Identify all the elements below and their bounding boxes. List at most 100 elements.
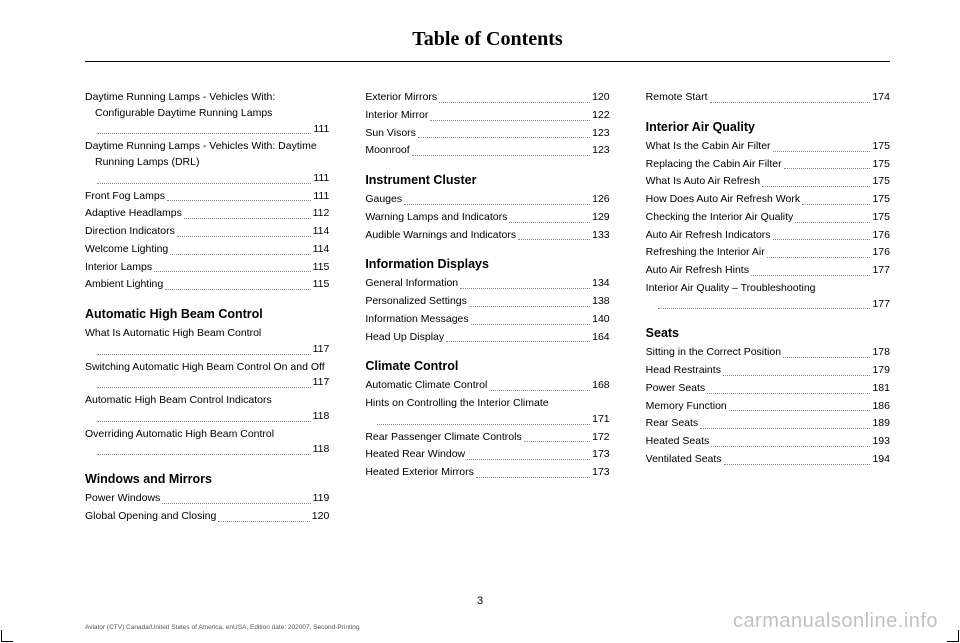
toc-leader (802, 204, 870, 205)
toc-page: 181 (872, 381, 890, 397)
toc-page: 111 (313, 189, 329, 205)
toc-leader (439, 102, 590, 103)
toc-leader (710, 102, 871, 103)
toc-page: 168 (592, 378, 610, 394)
toc-label: Sun Visors (365, 126, 416, 142)
toc-leader (773, 151, 871, 152)
toc-entry: Auto Air Refresh Hints177 (646, 263, 890, 279)
toc-page: 138 (592, 294, 610, 310)
toc-entry: Adaptive Headlamps112 (85, 206, 329, 222)
toc-entry: Front Fog Lamps111 (85, 189, 329, 205)
toc-label: Interior Air Quality – Troubleshooting (646, 281, 890, 297)
toc-leader (707, 393, 870, 394)
toc-leader (795, 222, 870, 223)
toc-page: 172 (592, 430, 610, 446)
toc-leader (167, 200, 311, 201)
toc-entry: Memory Function 186 (646, 399, 890, 415)
toc-page: 194 (872, 452, 890, 468)
toc-entry: Head Restraints179 (646, 363, 890, 379)
toc-leader (404, 204, 590, 205)
toc-page: 114 (313, 224, 330, 240)
toc-label: What Is the Cabin Air Filter (646, 139, 771, 155)
toc-label: Gauges (365, 192, 402, 208)
toc-entry: Switching Automatic High Beam Control On… (85, 360, 329, 392)
toc-leader (97, 421, 311, 422)
toc-entry: Sitting in the Correct Position178 (646, 345, 890, 361)
toc-label: Replacing the Cabin Air Filter (646, 157, 782, 173)
toc-page: 164 (592, 330, 610, 346)
toc-label: Auto Air Refresh Hints (646, 263, 749, 279)
toc-leader (97, 454, 311, 455)
toc-leader (509, 222, 590, 223)
toc-entry: Personalized Settings138 (365, 294, 609, 310)
toc-leader (97, 133, 311, 134)
toc-column: Exterior Mirrors120Interior Mirror122Sun… (365, 90, 609, 527)
toc-label: Interior Mirror (365, 108, 428, 124)
toc-entry: What Is Auto Air Refresh175 (646, 174, 890, 190)
toc-label: Daytime Running Lamps - Vehicles With: D… (85, 139, 329, 171)
toc-leader (724, 464, 871, 465)
toc-entry: Ventilated Seats194 (646, 452, 890, 468)
toc-page: 171 (592, 412, 610, 428)
toc-page: 117 (313, 342, 330, 358)
toc-label: Sitting in the Correct Position (646, 345, 781, 361)
toc-entry: Global Opening and Closing120 (85, 509, 329, 525)
toc-leader (162, 503, 310, 504)
toc-label: Head Up Display (365, 330, 444, 346)
toc-entry: Interior Mirror122 (365, 108, 609, 124)
footer-text: Aviator (CTV) Canada/United States of Am… (85, 624, 359, 631)
toc-leader (524, 441, 590, 442)
toc-entry: How Does Auto Air Refresh Work175 (646, 192, 890, 208)
toc-entry: Replacing the Cabin Air Filter175 (646, 157, 890, 173)
toc-page: 117 (313, 375, 330, 391)
toc-entry: Moonroof123 (365, 143, 609, 159)
toc-page: 111 (313, 122, 329, 138)
toc-label: Daytime Running Lamps - Vehicles With: C… (85, 90, 329, 122)
toc-page: 126 (592, 192, 610, 208)
toc-label: Audible Warnings and Indicators (365, 228, 516, 244)
toc-page: 193 (872, 434, 890, 450)
toc-entry: Overriding Automatic High Beam Control11… (85, 427, 329, 459)
toc-entry: Daytime Running Lamps - Vehicles With: C… (85, 90, 329, 137)
toc-entry: Auto Air Refresh Indicators176 (646, 228, 890, 244)
toc-page: 129 (592, 210, 610, 226)
toc-leader (476, 477, 590, 478)
toc-column: Remote Start174Interior Air QualityWhat … (646, 90, 890, 527)
toc-entry: Automatic High Beam Control Indicators11… (85, 393, 329, 425)
crop-mark (947, 630, 959, 642)
toc-leader (658, 308, 871, 309)
toc-entry: Checking the Interior Air Quality175 (646, 210, 890, 226)
toc-page: 173 (592, 465, 610, 481)
toc-leader (729, 410, 871, 411)
toc-page: 186 (872, 399, 890, 415)
toc-label: Rear Passenger Climate Controls (365, 430, 521, 446)
toc-entry: Warning Lamps and Indicators129 (365, 210, 609, 226)
toc-page: 175 (872, 210, 890, 226)
crop-mark (1, 630, 13, 642)
toc-page: 175 (872, 192, 890, 208)
page-number: 3 (0, 595, 960, 607)
toc-page: 179 (872, 363, 890, 379)
toc-page: 120 (592, 90, 610, 106)
toc-leader (467, 459, 590, 460)
toc-page: 115 (313, 277, 330, 293)
toc-page: 140 (592, 312, 610, 328)
toc-label: Rear Seats (646, 416, 699, 432)
toc-label: Heated Exterior Mirrors (365, 465, 474, 481)
toc-page: 123 (592, 126, 610, 142)
toc-page: 176 (872, 228, 890, 244)
toc-leader (446, 341, 590, 342)
toc-page: 189 (872, 416, 890, 432)
toc-leader (97, 354, 311, 355)
toc-columns: Daytime Running Lamps - Vehicles With: C… (85, 90, 890, 527)
toc-leader (165, 289, 310, 290)
toc-leader (377, 424, 590, 425)
toc-entry: Head Up Display 164 (365, 330, 609, 346)
toc-page: 173 (592, 447, 610, 463)
toc-leader (711, 446, 870, 447)
toc-entry: General Information134 (365, 276, 609, 292)
toc-label: Memory Function (646, 399, 727, 415)
toc-page: 118 (313, 442, 330, 458)
toc-entry: Rear Seats 189 (646, 416, 890, 432)
toc-label: Heated Seats (646, 434, 710, 450)
